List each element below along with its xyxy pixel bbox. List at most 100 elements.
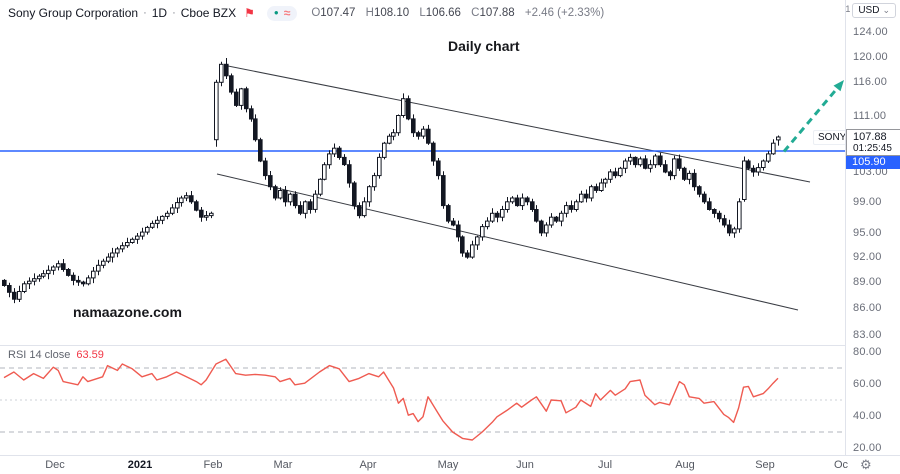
candle-body xyxy=(746,160,751,169)
price-tick-label: 99.00 xyxy=(853,196,882,208)
candle-body xyxy=(465,252,470,258)
candle-body xyxy=(771,142,776,155)
candle-body xyxy=(643,158,648,169)
last-price-value: 107.88 xyxy=(853,131,887,143)
candle-body xyxy=(357,205,362,217)
rsi-indicator-name: RSI 14 close xyxy=(8,349,71,361)
ohlc-readout: O107.47 H108.10 L106.66 C107.88 +2.46 (+… xyxy=(311,7,604,19)
last-price-label[interactable]: 107.88 01:25:45 xyxy=(846,129,900,156)
candle-body xyxy=(663,164,668,173)
candle-body xyxy=(722,218,727,226)
time-axis-label: Mar xyxy=(273,459,293,471)
rsi-current-value: 63.59 xyxy=(76,349,104,361)
candle-body xyxy=(91,270,96,279)
candle-body xyxy=(342,156,347,166)
candle-body xyxy=(258,139,263,162)
candle-body xyxy=(559,212,564,222)
market-status-dot-icon: ● xyxy=(273,8,279,17)
bar-countdown: 01:25:45 xyxy=(853,143,892,154)
candle-body xyxy=(411,118,416,134)
time-axis-label: May xyxy=(437,459,459,471)
candle-body xyxy=(737,201,742,230)
candle-body xyxy=(569,205,574,210)
candle-body xyxy=(66,269,71,276)
candle-body xyxy=(150,222,155,228)
candle-body xyxy=(27,280,32,285)
time-axis[interactable]: Dec 2021 Feb Mar Apr May Jun Jul Aug Sep Oc xyxy=(0,455,900,474)
candle-body xyxy=(22,283,27,292)
header-separator: · xyxy=(172,7,176,19)
candle-body xyxy=(268,175,273,188)
candle-body xyxy=(451,220,456,226)
candle-body xyxy=(460,236,465,254)
candle-body xyxy=(530,201,535,211)
time-axis-label: Apr xyxy=(359,459,377,471)
candle-body xyxy=(81,281,86,285)
candle-body xyxy=(253,118,258,141)
candle-body xyxy=(574,201,579,211)
candle-body xyxy=(672,158,677,177)
time-axis-label: Jul xyxy=(597,459,613,471)
gear-icon[interactable]: ⚙ xyxy=(860,457,872,472)
low-value: 106.66 xyxy=(425,7,461,19)
candle-body xyxy=(130,238,135,244)
candle-body xyxy=(214,81,219,141)
daily-chart-annotation: Daily chart xyxy=(448,38,520,54)
candle-body xyxy=(480,226,485,238)
candle-body xyxy=(549,216,554,226)
rsi-tick-label: 20.00 xyxy=(853,442,882,454)
candle-body xyxy=(332,147,337,155)
candle-body xyxy=(184,195,189,199)
candle-body xyxy=(702,193,707,203)
candle-body xyxy=(273,186,278,199)
candle-body xyxy=(61,263,66,271)
candle-body xyxy=(32,278,37,282)
candle-body xyxy=(278,190,283,199)
candle-body xyxy=(86,277,91,285)
candle-body xyxy=(229,75,234,93)
header-separator: · xyxy=(143,7,147,19)
candle-body xyxy=(628,156,633,162)
candle-body xyxy=(145,226,150,233)
candle-body xyxy=(179,197,184,204)
price-tick-label: 124.00 xyxy=(853,26,888,38)
channel-lower-trendline xyxy=(216,173,799,311)
candle-body xyxy=(717,212,722,220)
candle-body xyxy=(37,275,42,280)
rsi-legend[interactable]: RSI 14 close 63.59 xyxy=(8,349,104,361)
time-axis-label: 2021 xyxy=(127,459,153,471)
candle-body xyxy=(288,193,293,203)
candle-body xyxy=(697,186,702,195)
interval-label[interactable]: 1D xyxy=(151,6,168,20)
candle-body xyxy=(732,228,737,234)
rsi-tick-label: 40.00 xyxy=(853,410,882,422)
candle-body xyxy=(313,193,318,210)
exchange-label[interactable]: Cboe BZX xyxy=(180,6,237,20)
pane-separator[interactable] xyxy=(0,345,900,346)
candle-body xyxy=(579,193,584,203)
price-tick-label: 89.00 xyxy=(853,276,882,288)
candle-body xyxy=(510,197,515,203)
price-chart-canvas[interactable] xyxy=(0,0,845,455)
candle-body xyxy=(101,260,106,266)
candle-body xyxy=(244,88,249,110)
low-label: L xyxy=(419,7,426,19)
candle-body xyxy=(475,236,480,246)
price-tick-label: 95.00 xyxy=(853,227,882,239)
horizontal-line-price-label[interactable]: 105.90 xyxy=(846,155,900,169)
candle-body xyxy=(234,91,239,106)
symbol-title[interactable]: Sony Group Corporation xyxy=(8,6,139,20)
candle-body xyxy=(712,209,717,214)
candle-body xyxy=(283,190,288,203)
rsi-line xyxy=(3,358,779,441)
candle-body xyxy=(318,178,323,195)
price-axis[interactable]: 1 USD ⌄ 107.88 01:25:45 105.90 124.00 120… xyxy=(845,0,900,474)
flag-icon[interactable]: ⚑ xyxy=(244,6,255,20)
time-axis-label: Sep xyxy=(755,459,775,471)
candle-body xyxy=(687,172,692,180)
alert-status-pill[interactable]: ● ≈ xyxy=(266,5,298,21)
time-axis-label: Dec xyxy=(45,459,65,471)
currency-dropdown-button[interactable]: USD ⌄ xyxy=(852,3,896,18)
candle-body xyxy=(362,201,367,217)
candle-body xyxy=(76,279,81,283)
